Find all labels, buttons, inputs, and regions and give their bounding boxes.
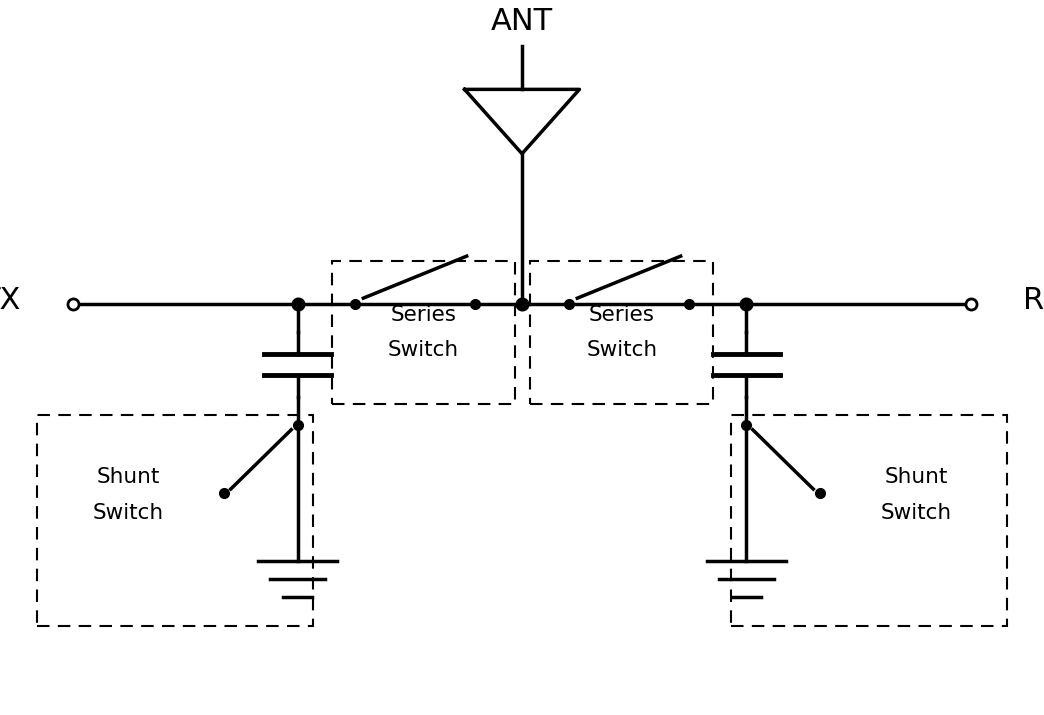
Text: Series: Series (390, 305, 456, 325)
Bar (37, 415, 313, 626)
Text: RX: RX (1023, 286, 1044, 315)
Text: Switch: Switch (586, 340, 658, 360)
Text: Switch: Switch (92, 503, 164, 523)
Bar (530, 261, 713, 404)
Text: Series: Series (589, 305, 655, 325)
Text: Shunt: Shunt (96, 467, 160, 487)
Text: Shunt: Shunt (884, 467, 948, 487)
Text: TX: TX (0, 286, 21, 315)
Text: Switch: Switch (880, 503, 952, 523)
Bar (332, 261, 515, 404)
Bar (731, 415, 1007, 626)
Text: ANT: ANT (491, 6, 553, 36)
Text: Switch: Switch (387, 340, 459, 360)
